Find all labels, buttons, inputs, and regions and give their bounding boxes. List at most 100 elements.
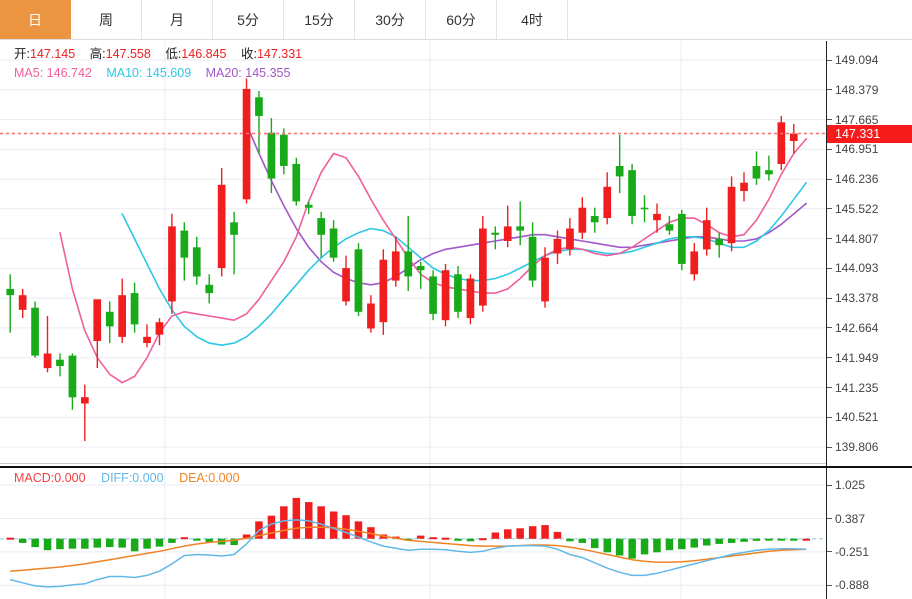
candle-body [615,166,624,177]
macd-bar [416,535,425,539]
macd-bar [528,526,537,539]
tab-4hour[interactable]: 4时 [497,0,568,39]
candle-body [342,268,350,302]
macd-bar [578,538,587,543]
candle-body [230,222,238,235]
macd-bar [429,537,437,540]
tick-dash [827,357,832,359]
macd-bar [628,538,636,559]
price-axis[interactable]: 149.094 148.379 147.665 146.951 146.236 145.5… [826,41,912,466]
candle-body [752,166,761,179]
price-chart-panel[interactable] [0,41,826,466]
candle-body [68,355,77,398]
price-chart-svg [0,41,826,466]
macd-bar [615,538,624,556]
macd-bar [541,525,549,539]
macd-bar [180,537,189,540]
macd-axis-tick-label: 0.387 [835,511,866,526]
tab-30min-label: 30分 [375,11,405,28]
macd-chart-panel[interactable] [0,468,826,599]
candle-body [267,132,276,179]
tick-dash [827,148,832,150]
candle-body [578,207,587,233]
price-axis-tick: 146.951 [827,141,878,157]
price-axis-tick-label: 141.235 [835,380,879,395]
macd-bar [205,538,213,543]
tab-week[interactable]: 周 [71,0,142,39]
tab-15min-label: 15分 [304,11,334,28]
tab-5min[interactable]: 5分 [213,0,284,39]
macd-bar [106,538,114,548]
candle-body [56,359,64,366]
macd-bar [504,529,512,539]
candle-body [491,232,500,235]
macd-bar [31,538,39,548]
tab-60min[interactable]: 60分 [426,0,497,39]
candle-body [503,226,512,241]
macd-axis-tick: -0.251 [827,544,869,560]
price-axis-tick-label: 149.094 [835,53,879,67]
candle-body [454,274,462,312]
macd-bar [665,538,674,551]
tick-dash [827,89,832,91]
tick-dash [827,387,832,388]
macd-bar [329,511,338,539]
price-axis-tick: 141.949 [827,350,878,366]
candle-body [665,224,674,231]
macd-bar [155,538,164,547]
macd-axis-tick-label: -0.888 [835,578,870,593]
price-axis-tick-label: 142.664 [835,320,879,335]
macd-bar [491,532,500,539]
macd-bar [18,538,27,543]
candle-body [479,228,487,306]
macd-bar [118,538,126,548]
candle-body [31,307,39,356]
macd-bar [267,515,276,539]
price-axis-tick: 142.664 [827,320,878,336]
tick-dash [827,119,832,120]
macd-bar [653,538,661,553]
tab-30min[interactable]: 30分 [355,0,426,39]
tab-month[interactable]: 月 [142,0,213,39]
tab-15min[interactable]: 15分 [284,0,355,39]
candle-body [628,170,636,216]
macd-bar [280,506,288,539]
macd-axis-tick: 0.387 [827,511,865,527]
candle-body [155,322,164,335]
candle-body [130,293,139,325]
macd-chart-svg [0,468,826,599]
candle-body [354,249,363,312]
tab-month-label: 月 [170,11,184,28]
macd-axis-tick: 1.025 [827,477,865,493]
candle-body [205,284,214,294]
candle-body [777,122,786,164]
candle-body [653,213,661,221]
macd-bar [715,538,723,544]
macd-bar [703,538,711,546]
timeframe-tabbar: 日 周 月 5分 15分 30分 60分 4时 [0,0,912,40]
macd-bar [790,538,798,541]
macd-bar [230,538,238,545]
candle-body [217,184,226,269]
price-axis-tick: 144.807 [827,231,878,247]
price-axis-tick-label: 139.806 [835,440,879,454]
tab-5min-label: 5分 [237,11,259,28]
candle-body [180,230,189,258]
macd-axis[interactable]: 1.025 0.387 -0.251 -0.888 [826,468,912,599]
price-axis-tick-label: 141.949 [835,350,879,365]
tab-60min-label: 60分 [446,11,476,28]
tab-day[interactable]: 日 [0,0,71,39]
macd-gridlines [0,468,826,599]
candle-body [379,259,388,323]
price-axis-tick-label: 143.378 [835,291,879,306]
tab-day-label: 日 [28,11,42,28]
price-gridlines [0,41,826,466]
macd-bar [777,538,786,541]
panel-divider [0,466,912,468]
candle-body [404,251,413,277]
candle-body [466,278,475,319]
current-price-badge: 147.331 [827,124,912,143]
price-axis-tick-label: 144.093 [835,261,879,276]
tab-week-label: 周 [99,11,113,28]
price-axis-tick: 141.235 [827,380,878,396]
